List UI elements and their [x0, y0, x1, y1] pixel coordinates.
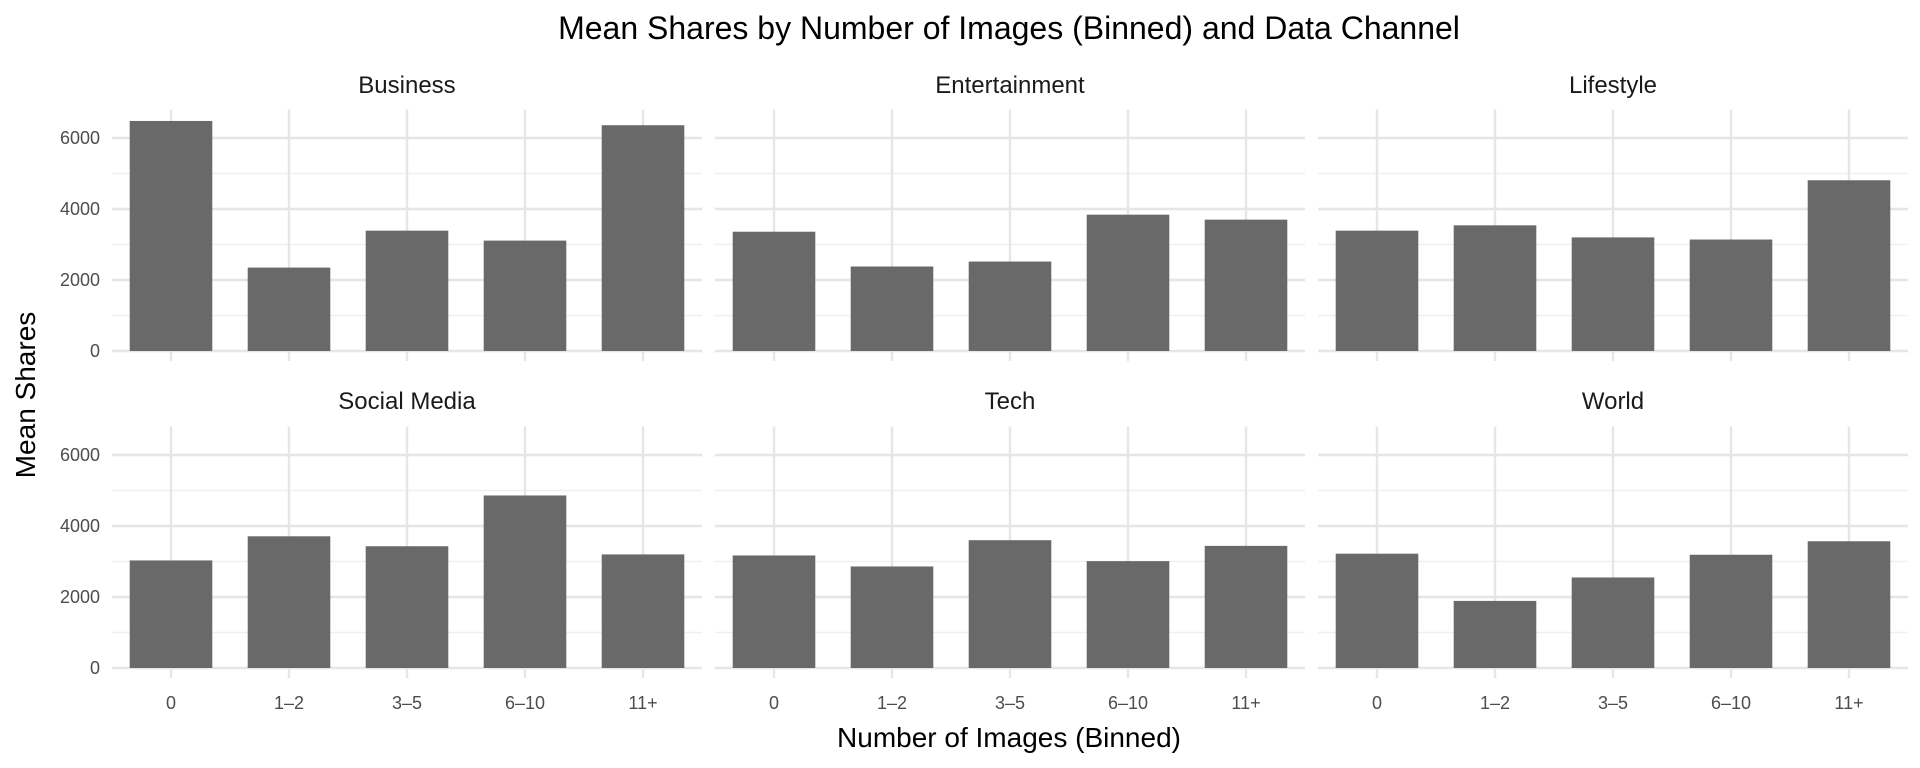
- x-axis-title: Number of Images (Binned): [837, 722, 1181, 753]
- x-tick-label: 0: [769, 693, 779, 713]
- bar: [1689, 239, 1773, 351]
- y-tick-label: 2000: [60, 270, 100, 290]
- bar: [1086, 214, 1170, 351]
- x-tick-label: 3–5: [995, 693, 1025, 713]
- x-tick-label: 1–2: [1480, 693, 1510, 713]
- facet-panel-social-media: Social Media 0 2000 4000 6000 0 1–2 3–5 6–10 11+: [60, 388, 702, 713]
- bar: [1335, 230, 1419, 351]
- y-axis-title: Mean Shares: [10, 312, 41, 479]
- x-tick-label: 1–2: [274, 693, 304, 713]
- bar: [1453, 225, 1537, 351]
- x-tick-label: 6–10: [1108, 693, 1148, 713]
- bar: [483, 240, 567, 351]
- bar: [247, 536, 331, 668]
- x-tick-label: 6–10: [1711, 693, 1751, 713]
- facet-panel-entertainment: Entertainment: [715, 72, 1305, 361]
- panel-title: Tech: [985, 388, 1036, 415]
- x-tick-label: 1–2: [877, 693, 907, 713]
- y-tick-label: 6000: [60, 445, 100, 465]
- bar: [483, 495, 567, 668]
- bar: [850, 566, 934, 668]
- facet-panel-business: Business 0 2000 4000 6000: [60, 72, 702, 361]
- x-tick-label: 11+: [628, 693, 657, 713]
- bar: [129, 560, 213, 668]
- panel-title: Business: [358, 72, 455, 99]
- x-tick-label: 0: [1372, 693, 1382, 713]
- bar: [129, 120, 213, 352]
- panel-title: Entertainment: [935, 72, 1085, 99]
- bar: [365, 546, 449, 668]
- y-tick-label: 0: [90, 341, 100, 361]
- y-tick-label: 4000: [60, 516, 100, 536]
- bar: [1204, 219, 1288, 351]
- bar: [1571, 237, 1655, 351]
- bar: [732, 555, 816, 668]
- x-tick-label: 3–5: [392, 693, 422, 713]
- chart-title: Mean Shares by Number of Images (Binned)…: [558, 10, 1460, 46]
- bar: [850, 266, 934, 351]
- x-tick-label: 11+: [1231, 693, 1260, 713]
- bar: [1571, 577, 1655, 668]
- bar: [1086, 561, 1170, 668]
- bar: [1807, 541, 1891, 668]
- panel-title: Social Media: [338, 388, 476, 415]
- panel-title: Lifestyle: [1569, 72, 1657, 99]
- x-tick-label: 3–5: [1598, 693, 1628, 713]
- facet-panel-tech: Tech 0 1–2 3–5 6–10 11+: [715, 388, 1305, 713]
- x-tick-label: 11+: [1834, 693, 1863, 713]
- y-tick-label: 4000: [60, 199, 100, 219]
- bar: [601, 554, 685, 668]
- bar: [968, 261, 1052, 351]
- bar: [732, 231, 816, 351]
- bar: [1689, 554, 1773, 668]
- bar: [1453, 600, 1537, 668]
- bar: [247, 267, 331, 351]
- bar: [1807, 180, 1891, 351]
- panel-title: World: [1582, 388, 1644, 415]
- facet-panel-lifestyle: Lifestyle: [1318, 72, 1908, 361]
- x-tick-label: 6–10: [505, 693, 545, 713]
- bar: [968, 540, 1052, 668]
- y-tick-label: 0: [90, 658, 100, 678]
- panels-group: Business 0 2000 4000 6000 Entertainment Lifest…: [60, 72, 1908, 713]
- y-tick-label: 2000: [60, 587, 100, 607]
- bar: [601, 125, 685, 351]
- bar: [365, 230, 449, 351]
- bar: [1204, 545, 1288, 668]
- x-tick-label: 0: [166, 693, 176, 713]
- facet-panel-world: World 0 1–2 3–5 6–10 11+: [1318, 388, 1908, 713]
- bar: [1335, 553, 1419, 668]
- y-tick-label: 6000: [60, 128, 100, 148]
